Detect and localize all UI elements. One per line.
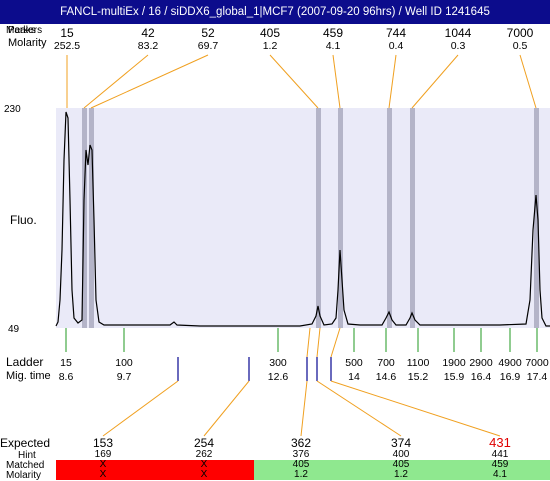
peak-molarity: 252.5 — [53, 40, 81, 52]
hint-label: Hint — [18, 450, 36, 461]
peaks-label: Peaks — [8, 25, 36, 36]
ladder-label: Ladder — [6, 355, 44, 369]
expected-connector — [102, 380, 179, 437]
hint-value: 169 — [94, 449, 112, 460]
peak-molarity: 4.1 — [325, 40, 341, 52]
hint-value: 441 — [491, 449, 509, 460]
matched-molarity: X — [99, 469, 107, 480]
match-connector — [330, 327, 341, 358]
ladder-size: 100 — [115, 357, 133, 369]
match-connector — [306, 327, 311, 358]
expected-value: 153 — [92, 436, 114, 450]
expected-connector — [203, 380, 250, 437]
matched-value: 405 — [392, 459, 410, 470]
molarity-label: Molarity — [8, 37, 47, 49]
ladder-size: 2900 — [469, 357, 493, 369]
peak-connector — [519, 54, 537, 109]
match-connector — [316, 327, 321, 358]
ladder-time: 14 — [348, 371, 360, 383]
peak-molarity: 83.2 — [137, 40, 159, 52]
peak-size: 459 — [322, 26, 344, 40]
ladder-size: 15 — [60, 357, 72, 369]
peak-size: 15 — [60, 26, 74, 40]
peak-connector — [90, 54, 209, 109]
mig-time-label: Mig. time — [6, 370, 51, 382]
peak-size: 7000 — [506, 26, 534, 40]
matched-molarity: X — [200, 469, 208, 480]
expected-value-highlight: 431 — [489, 435, 511, 450]
peak-connector — [269, 54, 319, 109]
peak-connector — [388, 54, 397, 109]
peak-connector — [411, 54, 459, 109]
ladder-size: 7000 — [525, 357, 549, 369]
window-title: FANCL-multiEx / 16 / siDDX6_global_1|MCF… — [0, 0, 550, 24]
y-axis-top-label: 230 — [4, 104, 21, 115]
ladder-size: 300 — [269, 357, 287, 369]
hint-value: 400 — [392, 449, 410, 460]
matched-molarity: 4.1 — [493, 469, 507, 480]
ladder-size: 500 — [345, 357, 363, 369]
matched-molarity: 1.2 — [394, 469, 408, 480]
peak-molarity: 69.7 — [197, 40, 219, 52]
expected-connector — [316, 380, 402, 437]
matched-region — [254, 460, 550, 480]
expected-value: 374 — [390, 436, 412, 450]
peak-band — [316, 108, 321, 328]
match-status-bar — [56, 460, 550, 480]
peak-molarity: 0.5 — [512, 40, 528, 52]
peak-band — [338, 108, 343, 328]
peak-size: 1044 — [444, 26, 472, 40]
y-axis-bottom-label: 49 — [8, 324, 20, 335]
peak-band — [410, 108, 415, 328]
ladder-time: 14.6 — [375, 371, 397, 383]
matched-value: 459 — [491, 459, 509, 470]
hint-value: 262 — [195, 449, 213, 460]
matched-molarity: 1.2 — [294, 469, 308, 480]
ladder-time: 15.2 — [407, 371, 429, 383]
peak-size: 405 — [259, 26, 281, 40]
ladder-size: 700 — [377, 357, 395, 369]
peak-connector — [83, 54, 149, 109]
fluorescence-trace — [55, 111, 550, 327]
ladder-size: 1900 — [442, 357, 466, 369]
ladder-time: 15.9 — [443, 371, 465, 383]
expected-connector — [330, 380, 501, 437]
peak-band — [89, 108, 94, 328]
molarity-bottom-label: Molarity — [6, 470, 42, 481]
expected-connector — [300, 380, 308, 437]
ladder-size: 1100 — [406, 357, 430, 369]
peak-molarity: 0.4 — [388, 40, 404, 52]
peak-connector — [332, 54, 341, 109]
plot-area — [56, 108, 550, 328]
matched-value: X — [200, 459, 208, 470]
matched-value: X — [99, 459, 107, 470]
peak-band — [534, 108, 539, 328]
ladder-time: 17.4 — [526, 371, 548, 383]
peak-band — [82, 108, 87, 328]
matched-value: 405 — [292, 459, 310, 470]
unmatched-region — [56, 460, 254, 480]
hint-value: 376 — [292, 449, 310, 460]
expected-label: Expected — [0, 436, 51, 450]
markers-label: Markers — [6, 25, 43, 36]
ladder-time: 16.9 — [499, 371, 521, 383]
peak-size: 52 — [201, 26, 215, 40]
peak-size: 744 — [385, 26, 407, 40]
ladder-time: 12.6 — [267, 371, 289, 383]
expected-value: 254 — [193, 436, 215, 450]
ladder-time: 8.6 — [58, 371, 74, 383]
ladder-time: 16.4 — [470, 371, 492, 383]
ladder-time: 9.7 — [116, 371, 132, 383]
ladder-size: 4900 — [498, 357, 522, 369]
y-axis-label: Fluo. — [10, 213, 37, 227]
peak-molarity: 1.2 — [262, 40, 278, 52]
peak-band — [387, 108, 392, 328]
matched-label: Matched — [6, 460, 45, 471]
peak-molarity: 0.3 — [450, 40, 466, 52]
expected-value: 362 — [290, 436, 312, 450]
peak-size: 42 — [141, 26, 155, 40]
